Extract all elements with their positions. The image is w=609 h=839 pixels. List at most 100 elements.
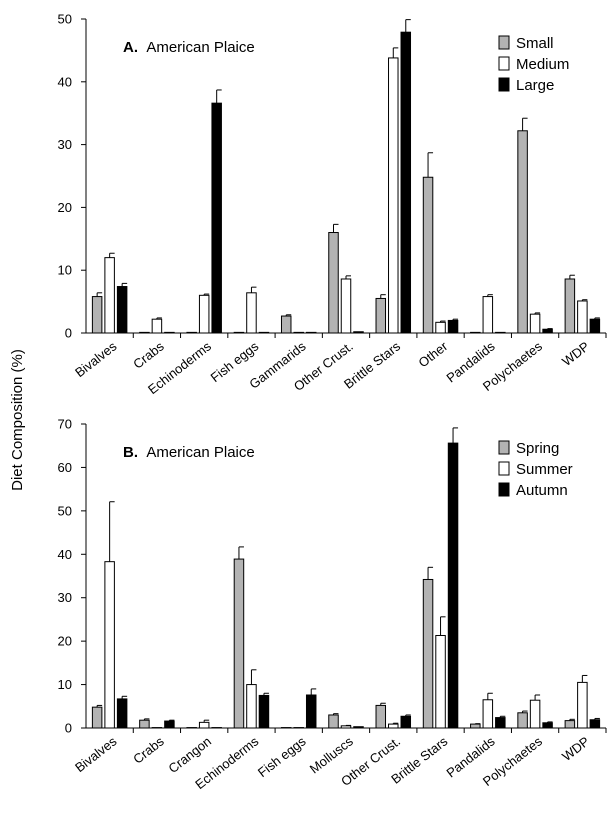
x-tick-label: WDP [559, 734, 592, 765]
x-tick-label: WDP [559, 339, 592, 370]
bar [328, 232, 339, 334]
bar [233, 331, 245, 334]
bar [388, 723, 399, 729]
bar [104, 561, 115, 729]
bar [233, 558, 245, 729]
bar [104, 257, 115, 334]
bar [470, 723, 481, 729]
panel-title-text: American Plaice [138, 444, 255, 461]
bar [164, 720, 175, 729]
y-tick-label: 30 [58, 590, 72, 605]
bar [495, 331, 506, 334]
bar [529, 313, 541, 334]
x-tick-label: Bivalves [72, 338, 120, 380]
legend-label: Medium [516, 56, 569, 73]
bar [353, 331, 364, 334]
bar [589, 318, 601, 334]
legend-swatch [498, 440, 510, 455]
bar [116, 286, 128, 334]
bar [305, 331, 317, 334]
bar [328, 714, 339, 729]
bar [542, 722, 553, 729]
bar [211, 102, 222, 334]
bar [258, 694, 270, 729]
bar [340, 725, 352, 729]
legend-swatch [498, 482, 510, 497]
bar [435, 321, 446, 334]
bar [375, 704, 387, 729]
bar [577, 681, 588, 729]
bar [470, 331, 481, 334]
bar [564, 278, 576, 334]
x-tick-label: Fish eggs [255, 733, 309, 780]
legend-swatch [498, 77, 510, 92]
bar [422, 176, 434, 334]
bar [400, 31, 412, 334]
bar [305, 694, 317, 729]
x-tick-label: Crabs [130, 338, 167, 371]
panel-label: B. [123, 444, 138, 461]
y-tick-label: 40 [58, 74, 72, 89]
legend-swatch [498, 35, 510, 50]
x-tick-label: Crabs [130, 733, 167, 766]
bar [542, 328, 553, 334]
y-tick-label: 0 [65, 326, 72, 341]
y-tick-label: 20 [58, 634, 72, 649]
bar [151, 318, 163, 334]
bar [164, 331, 175, 334]
bar [186, 331, 197, 334]
legend-label: Spring [516, 440, 559, 457]
bar [198, 294, 210, 334]
bar [280, 315, 292, 334]
legend-label: Small [516, 35, 554, 52]
bar [482, 296, 494, 334]
y-tick-label: 10 [58, 677, 72, 692]
y-tick-label: 0 [65, 721, 72, 736]
bar [577, 300, 588, 334]
bar [246, 292, 257, 334]
bar [517, 130, 528, 334]
legend-label: Autumn [516, 482, 568, 499]
bar [422, 578, 434, 729]
bar [495, 717, 506, 729]
y-tick-label: 50 [58, 503, 72, 518]
bar [91, 296, 103, 334]
legend-swatch [498, 56, 510, 71]
panel-title: B. American Plaice [123, 444, 255, 461]
bar [353, 726, 364, 729]
bar [589, 719, 601, 729]
bar [116, 698, 128, 729]
bar [564, 720, 576, 729]
y-tick-label: 70 [58, 417, 72, 432]
y-tick-label: 60 [58, 460, 72, 475]
legend-label: Large [516, 77, 554, 94]
legend-label: Summer [516, 461, 573, 478]
bar [517, 712, 528, 729]
bar [340, 278, 352, 334]
shared-y-axis-label: Diet Composition (%) [9, 349, 26, 491]
bar [293, 331, 304, 334]
y-tick-label: 30 [58, 137, 72, 152]
panel-title: A. American Plaice [123, 39, 255, 56]
bar [139, 719, 150, 729]
bar [400, 715, 412, 729]
legend-swatch [498, 461, 510, 476]
y-tick-label: 20 [58, 200, 72, 215]
bar [375, 297, 387, 334]
y-tick-label: 10 [58, 263, 72, 278]
bar [447, 442, 459, 729]
bar [198, 721, 210, 729]
bar [388, 57, 399, 334]
panel-title-text: American Plaice [138, 39, 255, 56]
y-tick-label: 50 [58, 12, 72, 27]
x-tick-label: Other [416, 338, 451, 370]
bar [435, 634, 446, 729]
bar [258, 331, 270, 334]
x-tick-label: Bivalves [72, 733, 120, 775]
y-tick-label: 40 [58, 547, 72, 562]
panel-label: A. [123, 39, 138, 56]
bar [91, 706, 103, 729]
